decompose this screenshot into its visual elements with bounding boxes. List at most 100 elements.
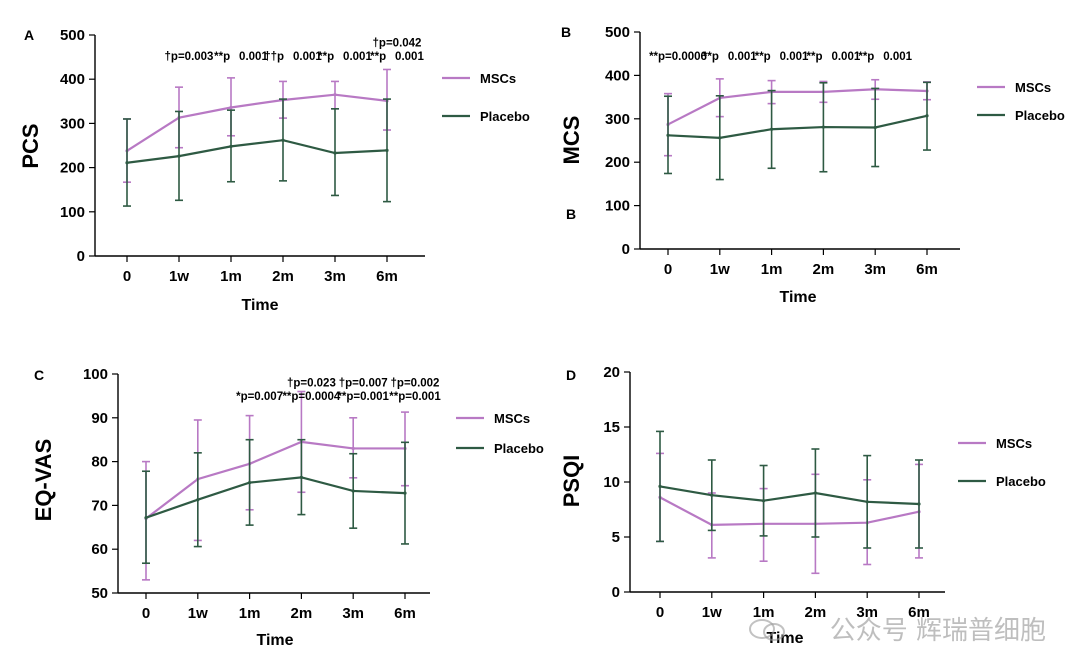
- data-point: [351, 489, 355, 493]
- data-point: [658, 484, 662, 488]
- y-tick-label: 70: [91, 497, 108, 514]
- significance-label: **p 0.001: [858, 51, 912, 63]
- data-point: [333, 93, 337, 97]
- data-point: [144, 516, 148, 520]
- x-tick-label: 1m: [761, 261, 783, 278]
- significance-label: †p=0.007: [339, 378, 388, 390]
- chart-panel-d: D 0 5 10 15 20 0 1w 1m 2m 3m 6m Time PSQI MSCs Placebo: [559, 364, 1046, 647]
- x-tick-label: 1m: [239, 605, 261, 622]
- x-tick-label: 2m: [291, 605, 313, 622]
- x-tick-label: 1w: [702, 604, 722, 621]
- y-tick-label: 20: [603, 364, 620, 381]
- y-tick-label: 200: [605, 154, 630, 171]
- data-point: [229, 144, 233, 148]
- x-tick-label: 6m: [908, 604, 930, 621]
- x-axis-title: Time: [779, 289, 816, 306]
- x-axis-title: Time: [766, 630, 803, 647]
- data-point: [762, 499, 766, 503]
- significance-label: **p 0.001: [807, 51, 861, 63]
- y-axis-title: PCS: [18, 123, 43, 168]
- legend-label: Placebo: [996, 474, 1046, 489]
- chart-panel-a: A 0 100 200 300 400 500 0 1w 1m 2m 3m 6m Time PCS MSCs P…: [18, 27, 530, 314]
- y-tick-label: 100: [605, 198, 630, 215]
- y-axis-title: MCS: [559, 116, 584, 165]
- x-tick-label: 3m: [864, 261, 886, 278]
- series-placebo: [664, 81, 931, 181]
- y-tick-label: 500: [605, 24, 630, 41]
- series-line: [145, 440, 405, 520]
- series-mscs: [123, 68, 391, 183]
- y-axis-title: EQ-VAS: [31, 439, 56, 522]
- series-line: [659, 496, 920, 527]
- x-tick-label: 2m: [813, 261, 835, 278]
- y-tick-label: 90: [91, 410, 108, 427]
- series-placebo: [142, 438, 409, 565]
- series-line: [667, 114, 928, 140]
- y-tick-label: 0: [612, 584, 620, 601]
- x-tick-label: 1m: [753, 604, 775, 621]
- data-point: [351, 446, 355, 451]
- significance-label: **p 0.001: [214, 51, 268, 63]
- y-tick-label: 0: [77, 248, 85, 265]
- x-tick-label: 6m: [376, 268, 398, 285]
- x-tick-label: 3m: [342, 605, 364, 622]
- y-tick-label: 300: [60, 115, 85, 132]
- data-point: [710, 493, 714, 497]
- x-tick-label: 2m: [805, 604, 827, 621]
- y-tick-label: 500: [60, 27, 85, 44]
- significance-label: **p=0.001: [389, 391, 441, 403]
- x-tick-label: 0: [656, 604, 664, 621]
- panel-label: B: [561, 24, 571, 40]
- data-point: [229, 105, 233, 110]
- significance-label: **p=0.0006: [649, 51, 707, 63]
- x-tick-label: 1m: [220, 268, 242, 285]
- significance-label: **p 0.001: [703, 51, 757, 63]
- y-tick-label: 400: [60, 71, 85, 88]
- y-tick-label: 10: [603, 474, 620, 491]
- significance-label: †p=0.003: [165, 51, 214, 63]
- x-tick-label: 1w: [188, 605, 208, 622]
- x-tick-label: 1w: [710, 261, 730, 278]
- x-tick-label: 1w: [169, 268, 189, 285]
- y-tick-label: 400: [605, 67, 630, 84]
- data-point: [248, 481, 252, 485]
- data-point: [177, 154, 181, 158]
- x-axis-title: Time: [241, 297, 278, 314]
- legend-label: MSCs: [494, 411, 530, 426]
- data-point: [718, 136, 722, 140]
- data-point: [770, 127, 774, 131]
- y-tick-label: 60: [91, 541, 108, 558]
- x-tick-label: 6m: [916, 261, 938, 278]
- significance-label: **p=0.001: [337, 391, 389, 403]
- data-point: [865, 500, 869, 504]
- data-point: [813, 491, 818, 495]
- significance-label: **p 0.001: [370, 51, 424, 63]
- data-point: [281, 138, 285, 142]
- legend-label: MSCs: [1015, 80, 1051, 95]
- x-tick-label: 2m: [272, 268, 294, 285]
- series-mscs: [142, 390, 409, 581]
- y-tick-label: 0: [622, 241, 630, 258]
- y-tick-label: 100: [83, 366, 108, 383]
- watermark-text: 公众号 辉瑞普细胞: [829, 616, 1046, 646]
- series-line: [126, 93, 388, 152]
- y-tick-label: 15: [603, 419, 620, 436]
- data-point: [333, 151, 337, 155]
- data-point: [917, 502, 921, 506]
- panel-label: A: [24, 27, 34, 43]
- legend-label: MSCs: [480, 71, 516, 86]
- x-tick-label: 0: [123, 268, 131, 285]
- series-placebo: [123, 98, 391, 207]
- chart-panel-b: B 0 100 200 300 400 500 0 1w 1m 2m 3m 6m Time MCS MSCs P…: [559, 24, 1065, 306]
- y-tick-label: 5: [612, 529, 620, 546]
- x-tick-label: 3m: [324, 268, 346, 285]
- data-point: [299, 475, 303, 479]
- wechat-logo-icon: [749, 619, 785, 641]
- data-point: [196, 498, 200, 502]
- data-point: [925, 114, 929, 118]
- significance-label: †p=0.023: [287, 378, 336, 390]
- series-line: [667, 88, 928, 126]
- significance-label: †p=0.002: [391, 378, 440, 390]
- y-tick-label: 50: [91, 585, 108, 602]
